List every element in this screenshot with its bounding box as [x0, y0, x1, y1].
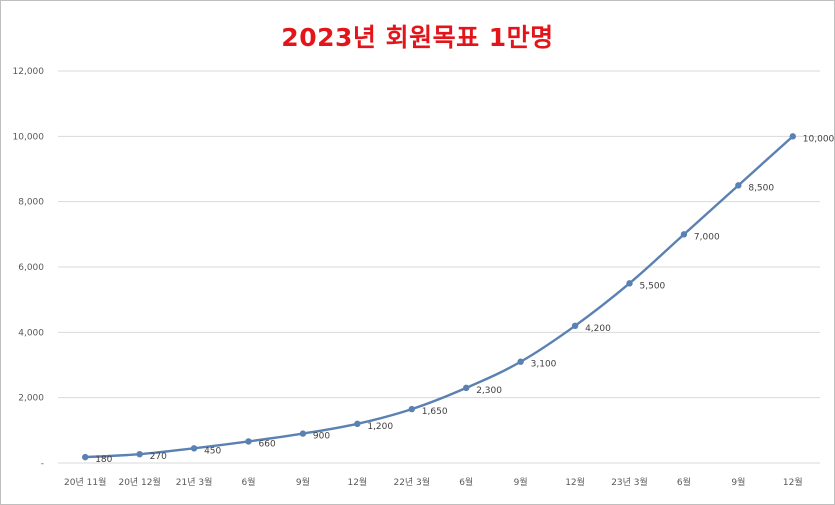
data-point-4: [299, 430, 307, 437]
data-label-7: 2,300: [476, 386, 502, 396]
x-tick-label-11: 6월: [677, 476, 691, 488]
data-label-1: 270: [150, 452, 167, 462]
y-tick-label-2: 4,000: [18, 328, 44, 338]
data-point-9: [571, 322, 579, 329]
data-point-8: [517, 358, 524, 365]
y-tick-label-3: 6,000: [18, 263, 44, 273]
gridlines: [58, 70, 820, 464]
data-label-0: 180: [95, 455, 112, 465]
y-tick-label-0: -: [41, 459, 44, 469]
x-tick-label-4: 9월: [296, 476, 310, 488]
x-tick-label-9: 12월: [565, 476, 585, 488]
x-tick-label-13: 12월: [783, 476, 803, 488]
x-tick-label-3: 6월: [241, 476, 255, 488]
data-point-5: [354, 420, 361, 427]
data-point-11: [680, 231, 688, 238]
data-label-10: 5,500: [640, 281, 666, 291]
data-label-2: 450: [204, 446, 221, 456]
x-tick-label-2: 21년 3월: [176, 476, 213, 488]
data-label-9: 4,200: [585, 324, 611, 334]
x-tick-label-0: 20년 11월: [64, 476, 106, 488]
data-label-13: 10,000: [803, 134, 835, 144]
y-tick-label-1: 2,000: [18, 394, 44, 404]
chart-title: 2023년 회원목표 1만명: [281, 23, 554, 52]
y-axis-ticks: - 2,000 4,000 6,000 8,000 10,000 12,000: [13, 67, 45, 469]
x-tick-label-7: 6월: [459, 476, 473, 488]
x-tick-label-1: 20년 12월: [118, 476, 160, 488]
x-tick-label-5: 12월: [347, 476, 367, 488]
data-label-11: 7,000: [694, 232, 720, 242]
data-points: [82, 133, 796, 461]
data-label-3: 660: [259, 439, 276, 449]
data-point-12: [735, 182, 742, 189]
data-label-6: 1,650: [422, 407, 448, 417]
data-label-5: 1,200: [367, 422, 393, 432]
y-tick-label-4: 8,000: [18, 198, 44, 208]
y-tick-label-5: 10,000: [13, 132, 45, 142]
data-label-8: 3,100: [531, 360, 557, 370]
data-point-7: [463, 384, 470, 392]
x-tick-label-8: 9월: [514, 476, 528, 488]
data-point-0: [82, 453, 89, 461]
data-point-3: [245, 438, 252, 445]
data-point-2: [190, 445, 198, 452]
data-point-10: [626, 280, 633, 287]
x-tick-label-12: 9월: [731, 476, 745, 488]
data-point-6: [408, 405, 415, 413]
x-tick-label-6: 22년 3월: [393, 476, 430, 488]
data-labels: 180 270 450 660 900 1,200 1,650 2,300 3,100 4,200…: [95, 134, 834, 465]
data-point-1: [136, 450, 143, 458]
data-label-12: 8,500: [748, 183, 774, 193]
x-axis-ticks: 20년 11월 20년 12월 21년 3월 6월 9월 12월 22년 3월 6월 9월 12월…: [64, 476, 803, 488]
y-tick-label-6: 12,000: [13, 67, 45, 77]
x-tick-label-10: 23년 3월: [611, 476, 648, 488]
data-point-13: [789, 133, 796, 140]
data-label-4: 900: [313, 432, 330, 442]
